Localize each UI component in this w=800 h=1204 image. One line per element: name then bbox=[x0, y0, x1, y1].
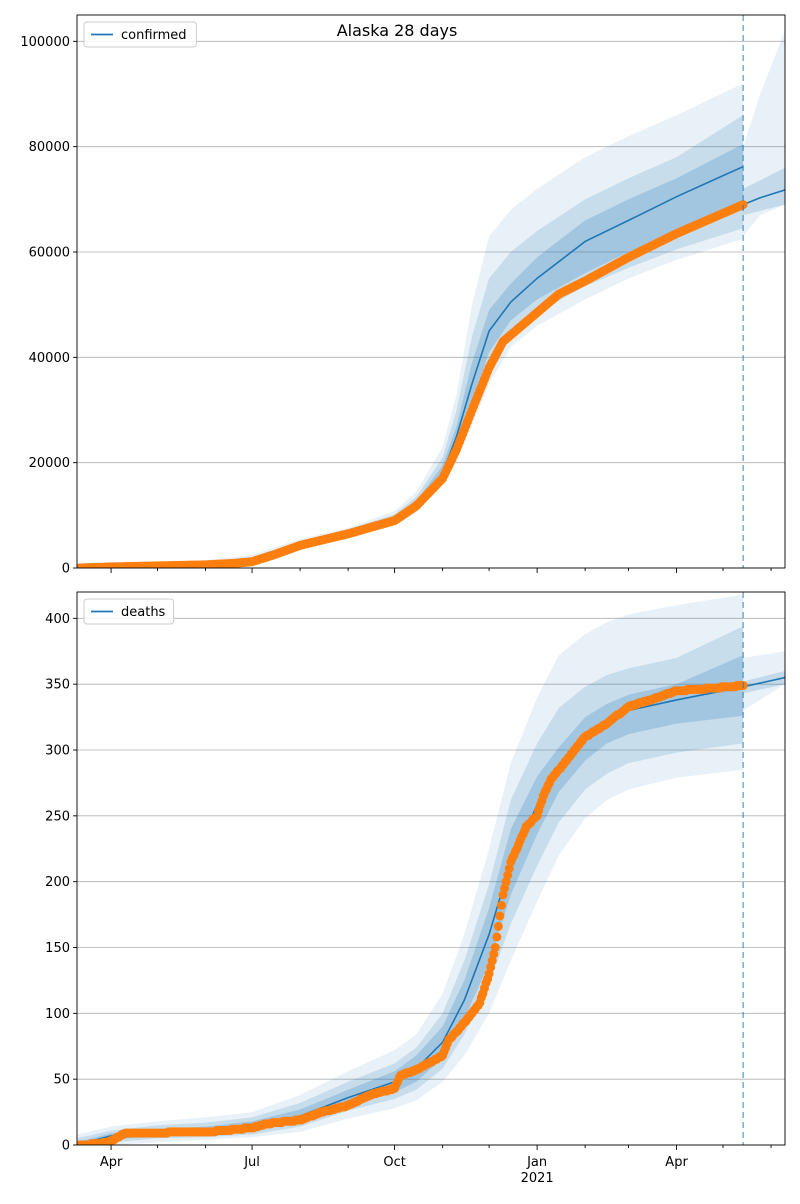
projection-line bbox=[742, 189, 785, 206]
x-tick-label: Oct bbox=[383, 1155, 405, 1170]
y-tick-label: 150 bbox=[45, 941, 70, 956]
legend: deaths bbox=[83, 598, 175, 625]
legend: confirmed bbox=[83, 21, 197, 48]
y-tick-label: 50 bbox=[53, 1073, 70, 1088]
legend-label: deaths bbox=[121, 605, 166, 620]
observed-point bbox=[492, 932, 502, 942]
x-year-label: 2021 bbox=[521, 1171, 554, 1186]
y-tick-label: 300 bbox=[45, 744, 70, 759]
x-tick-label: Apr bbox=[100, 1155, 123, 1170]
projection-inner-band bbox=[743, 167, 785, 216]
y-tick-label: 80000 bbox=[29, 140, 70, 155]
projection-outer-band bbox=[743, 651, 785, 711]
y-tick-label: 20000 bbox=[29, 456, 70, 471]
y-tick-label: 40000 bbox=[29, 351, 70, 366]
legend-box bbox=[83, 21, 197, 48]
y-tick-label: 250 bbox=[45, 809, 70, 824]
plot-area bbox=[77, 30, 785, 568]
y-tick-label: 400 bbox=[45, 612, 70, 627]
band-middle bbox=[77, 626, 744, 1145]
band-middle bbox=[77, 115, 744, 568]
observed-series bbox=[77, 200, 748, 568]
y-tick-label: 100 bbox=[45, 1007, 70, 1022]
observed-point bbox=[495, 911, 505, 921]
y-tick-label: 60000 bbox=[29, 246, 70, 261]
axes-frame bbox=[76, 591, 786, 1146]
observed-point bbox=[490, 943, 500, 952]
observed-point bbox=[496, 900, 506, 910]
projection-line bbox=[742, 676, 785, 688]
x-tick-label: Jan bbox=[526, 1155, 547, 1170]
band-inner bbox=[77, 655, 744, 1145]
band-outer bbox=[77, 83, 744, 568]
y-tick-label: 0 bbox=[62, 1139, 70, 1154]
plot-area bbox=[77, 594, 785, 1145]
figure-title: Alaska 28 days bbox=[337, 21, 458, 40]
y-tick-label: 200 bbox=[45, 875, 70, 890]
band-outer bbox=[77, 594, 744, 1145]
legend-label: confirmed bbox=[121, 28, 187, 43]
deaths-panel: 0 50 100 150 200 250 300 350 400 Apr Jul Oct Jan Apr 2… bbox=[45, 591, 786, 1186]
y-tick-label: 100000 bbox=[20, 35, 70, 50]
projection-outer-band bbox=[743, 30, 785, 237]
axes-frame bbox=[76, 14, 786, 569]
y-tick-label: 350 bbox=[45, 678, 70, 693]
band-inner bbox=[77, 144, 744, 568]
y-tick-label: 0 bbox=[62, 562, 70, 577]
observed-point bbox=[738, 200, 748, 210]
legend-box bbox=[83, 598, 175, 625]
observed-point bbox=[493, 921, 503, 931]
x-tick-label: Apr bbox=[665, 1155, 688, 1170]
x-tick-label: Jul bbox=[243, 1155, 260, 1170]
observed-series bbox=[77, 680, 748, 1145]
confirmed-panel: 0 20000 40000 60000 80000 100000 confirmed bbox=[20, 14, 786, 577]
